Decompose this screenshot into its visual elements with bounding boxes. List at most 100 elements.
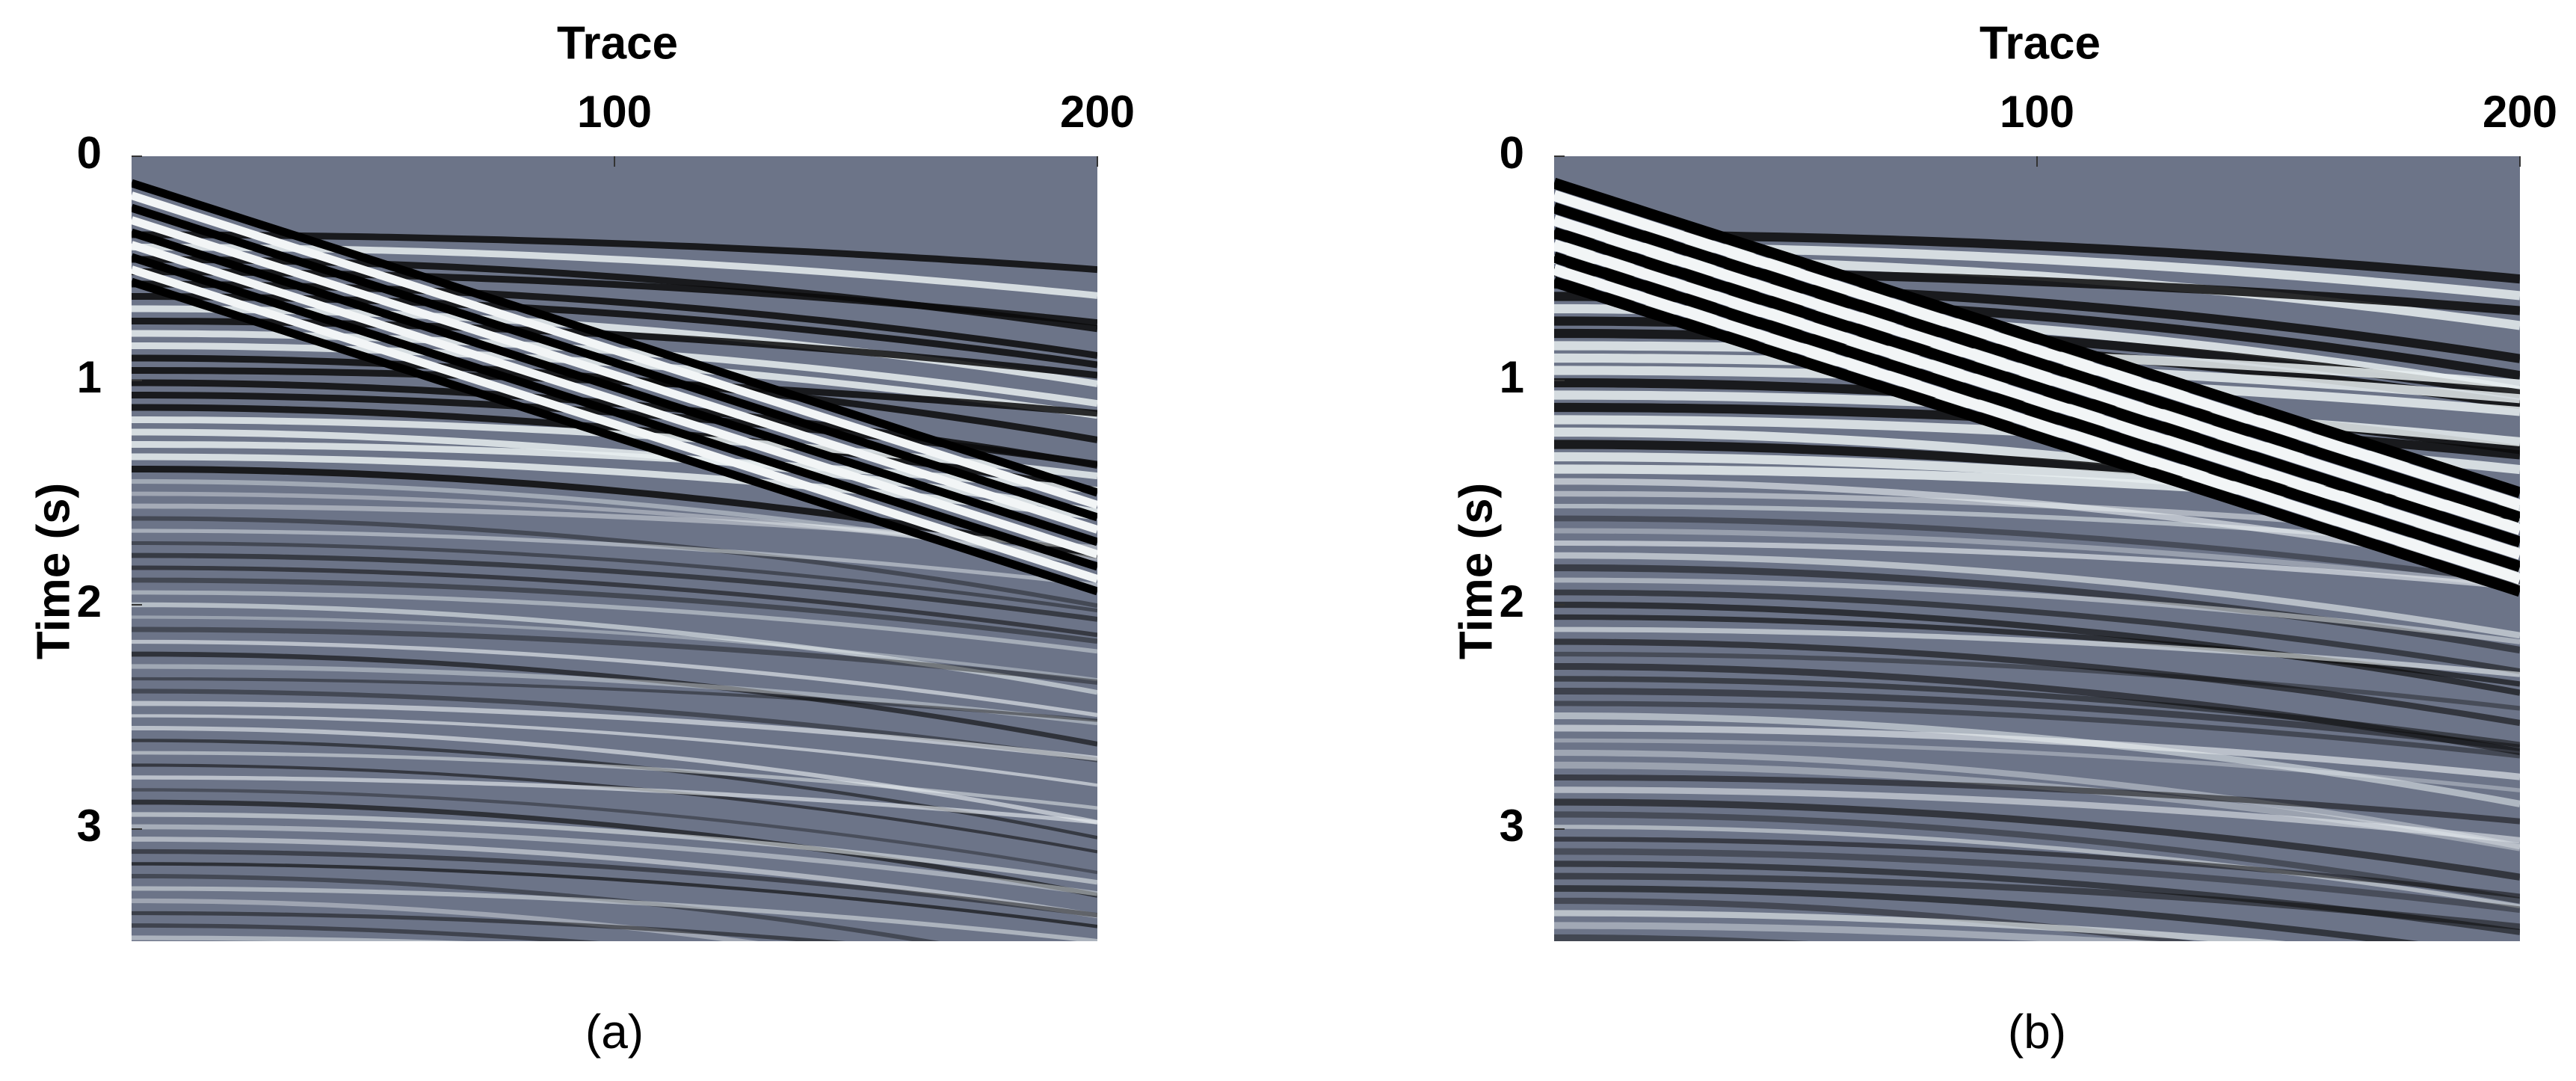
reflection-event: [1554, 749, 2520, 850]
y-tick-label: 2: [1500, 576, 1524, 626]
direct-event: [1554, 215, 2520, 535]
direct-event: [1554, 202, 2520, 523]
reflection-event: [132, 577, 1097, 644]
y-tick-label: 1: [1500, 352, 1524, 402]
reflection-event: [132, 911, 846, 941]
reflection-event: [132, 751, 1097, 810]
direct-event: [132, 253, 1097, 571]
reflection-event: [1554, 638, 2520, 727]
caption: (a): [585, 1005, 644, 1059]
x-axis-title: Trace: [557, 17, 678, 69]
caption: (b): [2008, 1005, 2066, 1059]
reflection-event: [1554, 872, 2520, 931]
reflection-event: [1554, 724, 2520, 780]
reflection-event: [132, 367, 1097, 417]
reflection-event: [132, 714, 1097, 787]
reflection-event: [1554, 540, 2520, 591]
direct-event: [1554, 276, 2520, 597]
reflection-event: [132, 923, 600, 941]
direct-event: [1554, 177, 2520, 499]
reflection-event: [1554, 798, 2520, 881]
reflection-event: [132, 775, 1097, 825]
x-tick-label: 100: [2000, 87, 2074, 137]
direct-event: [1554, 251, 2520, 573]
reflection-event: [1554, 837, 2520, 899]
reflection-event: [1554, 934, 1809, 941]
y-tick-label: 3: [1500, 801, 1524, 851]
reflection-event: [132, 552, 1097, 622]
y-tick-label: 3: [77, 801, 102, 851]
reflection-event: [1554, 848, 2520, 914]
reflection-event: [132, 677, 1097, 722]
x-tick-label: 100: [577, 87, 652, 137]
reflection-event: [132, 615, 1097, 682]
reflection-event: [1554, 651, 2520, 711]
direct-event: [132, 191, 1097, 509]
y-axis-title: Time (s): [28, 483, 79, 660]
reflection-event: [1554, 910, 2286, 941]
reflection-event: [132, 812, 1097, 885]
reflection-event: [1554, 676, 2520, 748]
x-axis-title: Trace: [1979, 17, 2101, 69]
reflection-event: [132, 541, 1097, 613]
reflection-event: [1554, 922, 2161, 941]
direct-event: [132, 228, 1097, 546]
direct-event: [1554, 227, 2520, 548]
reflection-event: [1554, 528, 2520, 590]
reflection-event: [1554, 577, 2520, 644]
reflection-event: [1554, 614, 2520, 687]
y-tick-label: 1: [77, 352, 102, 402]
y-axis-title: Time (s): [1450, 483, 1502, 660]
reflection-event: [132, 689, 1097, 763]
reflection-event: [132, 453, 1097, 520]
reflection-event: [132, 529, 1097, 587]
reflection-event: [132, 651, 1097, 747]
seismic-section: [132, 156, 1097, 941]
direct-event: [132, 179, 1097, 497]
reflection-event: [1554, 738, 2520, 792]
direct-event: [1554, 190, 2520, 511]
direct-event: [132, 265, 1097, 583]
reflection-event: [1554, 825, 2520, 909]
reflection-event: [1554, 811, 2520, 904]
reflection-event: [132, 700, 1097, 761]
reflection-event: [132, 849, 1097, 918]
reflection-event: [1554, 589, 2520, 674]
reflection-event: [132, 602, 1097, 695]
reflection-event: [132, 788, 1097, 875]
reflection-event: [132, 639, 1097, 718]
reflection-event: [1554, 885, 2419, 941]
reflection-event: [1554, 774, 2520, 825]
reflection-event: [1554, 700, 2520, 759]
reflection-event: [132, 626, 1097, 685]
reflection-event: [1554, 786, 2520, 844]
reflection-event: [1554, 552, 2520, 639]
reflection-event: [132, 862, 1097, 928]
x-tick-label: 200: [2483, 87, 2557, 137]
reflection-event: [1554, 564, 2520, 654]
reflection-event: [132, 590, 1097, 654]
y-tick-label: 0: [1500, 128, 1524, 178]
reflection-event: [132, 565, 1097, 638]
reflection-event: [132, 503, 1097, 551]
y-tick-label: 0: [77, 128, 102, 178]
direct-event: [132, 277, 1097, 596]
direct-event: [1554, 264, 2520, 585]
reflection-event: [1554, 626, 2520, 677]
direct-event: [132, 216, 1097, 534]
x-tick-label: 200: [1060, 87, 1135, 137]
reflection-event: [132, 799, 1097, 898]
reflection-event: [132, 664, 1097, 726]
seismic-section: [1554, 156, 2520, 941]
y-tick-label: 2: [77, 576, 102, 626]
reflection-event: [132, 516, 1097, 609]
reflection-event: [132, 886, 1097, 941]
reflection-event: [132, 726, 1097, 825]
direct-event: [132, 241, 1097, 558]
reflection-event: [132, 824, 1097, 896]
reflection-event: [132, 837, 1097, 919]
direct-event: [132, 203, 1097, 522]
direct-event: [1554, 239, 2520, 560]
reflection-event: [1554, 688, 2520, 751]
